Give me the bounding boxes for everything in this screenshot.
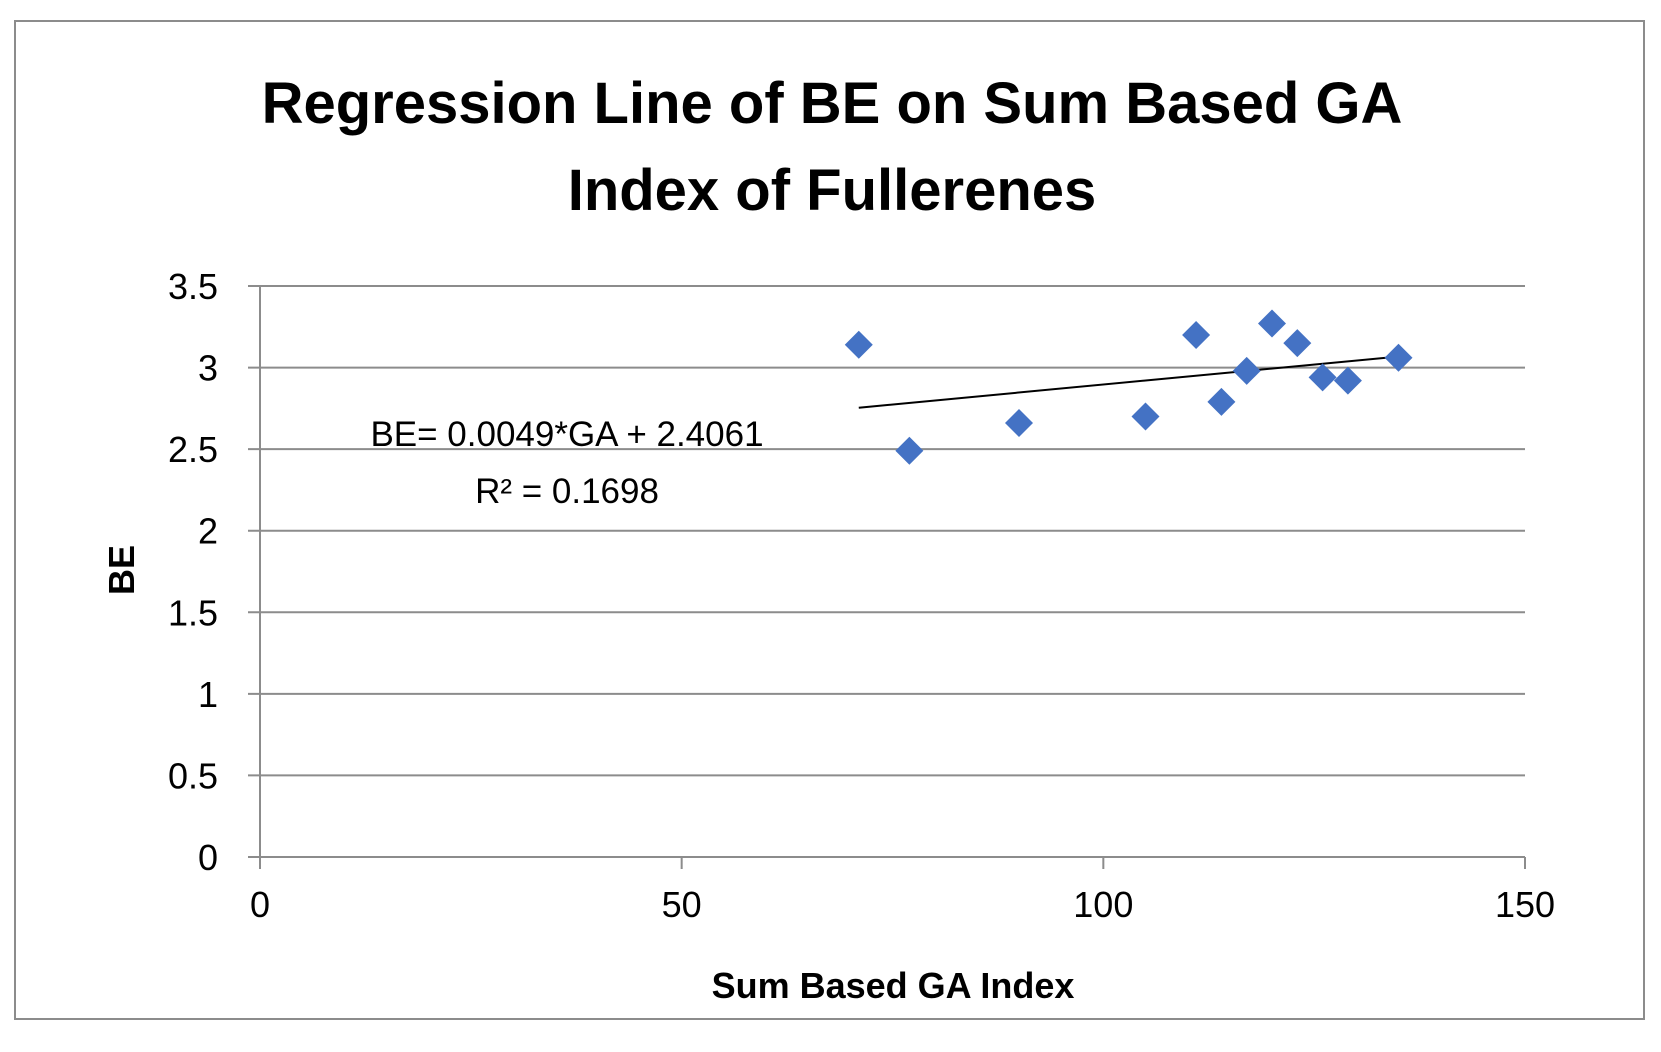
x-axis-label: Sum Based GA Index: [712, 965, 1075, 1006]
x-tick-labels: 0 50 100 150: [250, 884, 1555, 925]
y-tick-label: 0: [198, 837, 218, 878]
data-points: [844, 309, 1413, 465]
data-point: [1182, 320, 1211, 349]
data-point: [1384, 343, 1413, 372]
y-tick-labels: 0 0.5 1 1.5 2 2.5 3 3.5: [168, 266, 218, 878]
data-point: [1283, 329, 1312, 358]
data-point: [1005, 409, 1033, 438]
data-point: [895, 436, 924, 465]
chart-title-line-1: Regression Line of BE on Sum Based GA: [262, 71, 1403, 136]
axes: [248, 286, 1526, 869]
y-tick-label: 1.5: [168, 592, 218, 633]
data-point: [1308, 363, 1337, 392]
trendline-group: [858, 355, 1399, 409]
x-tick-label: 150: [1495, 884, 1555, 925]
data-point: [1232, 356, 1261, 385]
x-tick-label: 50: [662, 884, 702, 925]
chart-title-line-2: Index of Fullerenes: [568, 158, 1097, 223]
y-tick-label: 2: [198, 511, 218, 552]
y-tick-label: 3.5: [168, 266, 218, 307]
data-point: [1258, 309, 1286, 338]
y-axis-label: BE: [101, 545, 142, 595]
x-tick-label: 0: [250, 884, 270, 925]
y-tick-label: 0.5: [168, 755, 218, 796]
y-tick-label: 1: [198, 674, 218, 715]
data-point: [1333, 366, 1362, 395]
y-tick-label: 3: [198, 348, 218, 389]
trendline: [858, 355, 1399, 409]
chart-frame: [14, 20, 1645, 1020]
data-point: [1207, 387, 1236, 416]
trendline-equation: BE= 0.0049*GA + 2.4061: [370, 415, 763, 454]
data-point: [1131, 402, 1160, 431]
y-tick-label: 2.5: [168, 429, 218, 470]
trendline-r-squared: R² = 0.1698: [475, 472, 659, 511]
data-point: [844, 330, 873, 359]
grid-lines: [248, 285, 1525, 777]
x-tick-label: 100: [1073, 884, 1133, 925]
